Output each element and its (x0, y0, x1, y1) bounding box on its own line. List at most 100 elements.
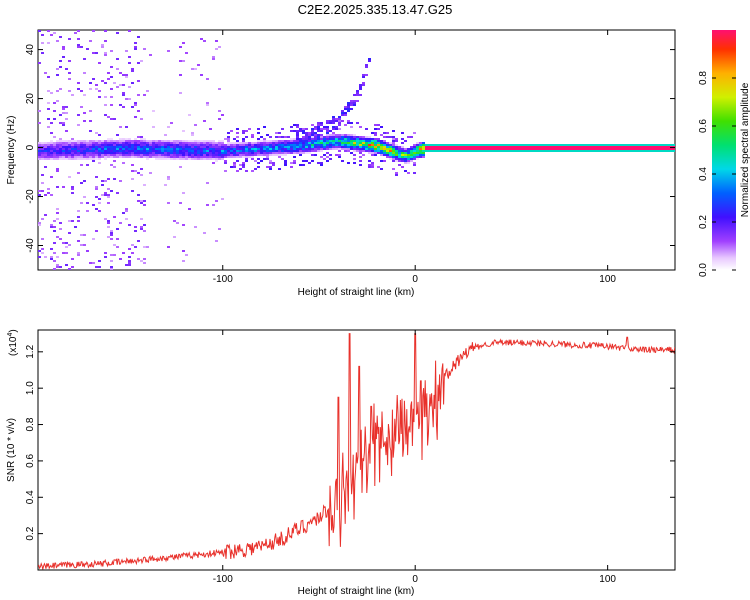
heatmap-cell (50, 132, 53, 134)
heatmap-cell (365, 74, 368, 76)
heatmap-cell (359, 138, 362, 140)
heatmap-cell (95, 88, 98, 90)
heatmap-cell (80, 244, 83, 246)
heatmap-cell (191, 68, 194, 70)
heatmap-cell (113, 146, 116, 148)
heatmap-cell (218, 150, 221, 152)
heatmap-cell (356, 146, 359, 148)
heatmap-cell (107, 116, 110, 118)
heatmap-cell (203, 156, 206, 158)
heatmap-cell (239, 150, 242, 152)
heatmap-cell (323, 138, 326, 140)
heatmap-cell (140, 140, 143, 142)
heatmap-cell (410, 152, 413, 154)
heatmap-cell (257, 152, 260, 154)
heatmap-cell (47, 102, 50, 104)
heatmap-cell (608, 146, 611, 148)
heatmap-cell (215, 142, 218, 144)
heatmap-cell (251, 154, 254, 156)
heatmap-cell (167, 148, 170, 150)
heatmap-cell (71, 192, 74, 194)
heatmap-cell (107, 156, 110, 158)
heatmap-cell (125, 74, 128, 76)
heatmap-cell (113, 150, 116, 152)
x-tick-label: 0 (412, 274, 418, 285)
heatmap-cell (284, 142, 287, 144)
heatmap-cell (140, 202, 143, 204)
heatmap-cell (404, 160, 407, 162)
heatmap-cell (290, 142, 293, 144)
heatmap-cell (137, 36, 140, 38)
heatmap-cell (80, 234, 83, 236)
heatmap-cell (299, 142, 302, 144)
heatmap-cell (107, 78, 110, 80)
heatmap-cell (290, 130, 293, 132)
heatmap-cell (392, 150, 395, 152)
heatmap-cell (278, 152, 281, 154)
heatmap-cell (275, 132, 278, 134)
heatmap-cell (395, 146, 398, 148)
heatmap-cell (281, 154, 284, 156)
heatmap-cell (191, 152, 194, 154)
heatmap-cell (413, 156, 416, 158)
heatmap-cell (86, 48, 89, 50)
heatmap-cell (128, 152, 131, 154)
heatmap-cell (452, 144, 455, 146)
heatmap-cell (314, 136, 317, 138)
heatmap-cell (158, 156, 161, 158)
heatmap-cell (182, 156, 185, 158)
heatmap-cell (674, 144, 675, 146)
colorbar-tick-label: 0.2 (698, 215, 709, 229)
heatmap-cell (344, 134, 347, 136)
heatmap-cell (224, 152, 227, 154)
heatmap-cell (62, 108, 65, 110)
heatmap-cell (71, 152, 74, 154)
heatmap-cell (50, 226, 53, 228)
heatmap-cell (143, 138, 146, 140)
heatmap-cell (140, 156, 143, 158)
heatmap-cell (131, 154, 134, 156)
heatmap-cell (431, 150, 434, 152)
heatmap-cell (389, 150, 392, 152)
heatmap-cell (155, 150, 158, 152)
heatmap-cell (149, 172, 152, 174)
heatmap-cell (77, 142, 80, 144)
heatmap-cell (104, 104, 107, 106)
heatmap-cell (98, 90, 101, 92)
heatmap-cell (143, 154, 146, 156)
heatmap-cell (239, 152, 242, 154)
heatmap-cell (662, 148, 665, 150)
heatmap-cell (626, 144, 629, 146)
heatmap-cell (185, 142, 188, 144)
heatmap-cell (122, 106, 125, 108)
heatmap-cell (281, 148, 284, 150)
heatmap-cell (143, 94, 146, 96)
heatmap-cell (59, 144, 62, 146)
heatmap-cell (479, 146, 482, 148)
heatmap-cell (221, 148, 224, 150)
heatmap-cell (65, 106, 68, 108)
heatmap-cell (365, 64, 368, 66)
heatmap-cell (623, 150, 626, 152)
heatmap-cell (71, 146, 74, 148)
heatmap-cell (44, 152, 47, 154)
heatmap-cell (242, 144, 245, 146)
heatmap-cell (395, 158, 398, 160)
heatmap-cell (311, 132, 314, 134)
heatmap-cell (353, 158, 356, 160)
heatmap-cell (359, 142, 362, 144)
heatmap-cell (140, 228, 143, 230)
spectrogram-xlabel: Height of straight line (km) (298, 287, 415, 298)
heatmap-cell (344, 146, 347, 148)
heatmap-cell (239, 168, 242, 170)
heatmap-cell (62, 156, 65, 158)
x-tick-label: 0 (412, 574, 418, 585)
heatmap-cell (278, 154, 281, 156)
heatmap-cell (197, 154, 200, 156)
heatmap-cell (194, 144, 197, 146)
heatmap-cell (413, 154, 416, 156)
heatmap-cell (557, 144, 560, 146)
heatmap-cell (212, 146, 215, 148)
heatmap-cell (638, 150, 641, 152)
